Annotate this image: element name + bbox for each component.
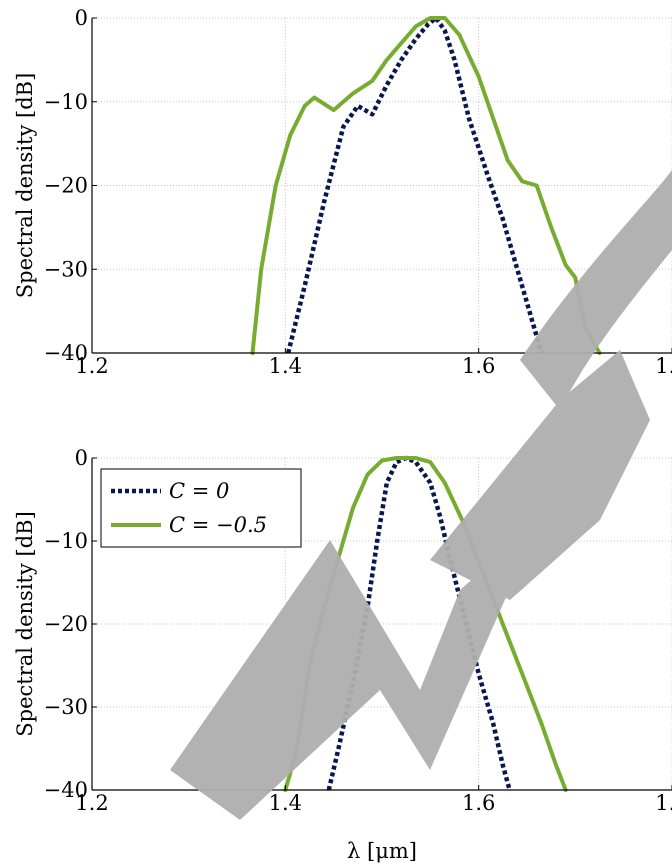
y-tick-label: −40: [44, 778, 88, 802]
series-line: [250, 16, 602, 355]
top-panel: 1.2 1.4 1.6 1.8 −40 −30 −20 −10 0 Spectral densit…: [13, 6, 672, 378]
x-tick-label: 1.6: [462, 354, 495, 378]
watermark-glyph: [520, 170, 672, 410]
watermark: [170, 170, 672, 820]
y-tick-label: −40: [44, 341, 88, 365]
y-tick-label: 0: [75, 446, 88, 470]
x-tick-label: 1.2: [75, 354, 108, 378]
x-tick-label: 1.8: [655, 354, 672, 378]
legend-box: [100, 468, 302, 548]
x-tick-label: 1.2: [75, 791, 108, 815]
x-tick-label: 1.4: [269, 791, 302, 815]
series-line: [286, 15, 544, 354]
y-tick-label: −10: [44, 529, 88, 553]
y-tick-label: −10: [44, 90, 88, 114]
y-tick-label: −30: [44, 695, 88, 719]
y-axis-label: Spectral density [dB]: [13, 511, 37, 737]
x-tick-label: 1.8: [655, 791, 672, 815]
watermark-glyph: [170, 520, 540, 820]
y-tick-label: −20: [44, 612, 88, 636]
y-axis-label: Spectral density [dB]: [13, 73, 37, 299]
x-tick-label: 1.4: [269, 354, 302, 378]
y-tick-label: 0: [75, 6, 88, 30]
legend-label: C = −0.5: [169, 513, 267, 537]
watermark-glyph: [430, 350, 650, 600]
y-tick-label: −30: [44, 257, 88, 281]
x-tick-label: 1.6: [462, 791, 495, 815]
y-tick-label: −20: [44, 174, 88, 198]
legend: C = 0 C = −0.5: [100, 468, 302, 548]
x-axis-label: λ [μm]: [347, 839, 417, 863]
legend-label: C = 0: [169, 479, 229, 503]
